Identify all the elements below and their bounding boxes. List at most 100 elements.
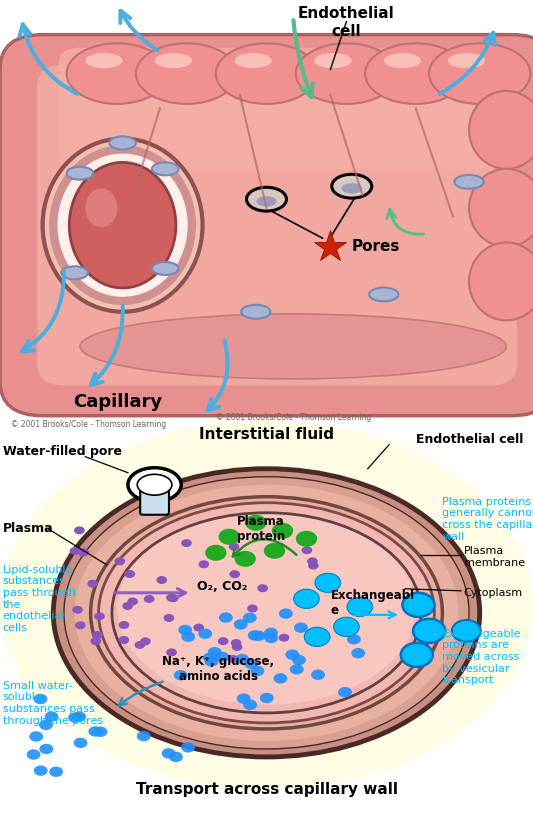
Circle shape xyxy=(78,548,89,556)
Circle shape xyxy=(311,670,325,680)
Ellipse shape xyxy=(469,169,533,247)
Circle shape xyxy=(245,515,266,531)
Circle shape xyxy=(161,748,175,758)
Ellipse shape xyxy=(136,43,237,104)
FancyBboxPatch shape xyxy=(0,34,533,416)
Ellipse shape xyxy=(53,150,192,301)
Circle shape xyxy=(294,589,319,609)
Circle shape xyxy=(27,749,41,760)
Circle shape xyxy=(252,631,265,641)
Text: Pores: Pores xyxy=(352,239,400,254)
Circle shape xyxy=(205,656,219,667)
Circle shape xyxy=(243,699,257,710)
FancyBboxPatch shape xyxy=(140,489,169,515)
Ellipse shape xyxy=(80,314,506,379)
Text: Exchangeabl
e: Exchangeabl e xyxy=(330,589,415,617)
Circle shape xyxy=(198,628,212,639)
Text: Transport across capillary wall: Transport across capillary wall xyxy=(135,782,398,797)
Ellipse shape xyxy=(246,187,287,211)
Circle shape xyxy=(34,766,47,776)
Ellipse shape xyxy=(117,513,416,705)
Circle shape xyxy=(294,623,308,633)
Text: Endothelial
cell: Endothelial cell xyxy=(298,7,395,39)
Circle shape xyxy=(72,712,86,722)
Circle shape xyxy=(304,627,330,646)
Circle shape xyxy=(307,557,318,565)
Circle shape xyxy=(91,637,101,645)
Ellipse shape xyxy=(155,53,192,68)
Circle shape xyxy=(127,597,138,605)
Circle shape xyxy=(34,694,47,704)
Text: Cytoplasm: Cytoplasm xyxy=(464,587,523,598)
Circle shape xyxy=(39,720,53,730)
Ellipse shape xyxy=(0,421,533,789)
Circle shape xyxy=(178,625,192,635)
Circle shape xyxy=(338,687,352,698)
Text: Na⁺, K⁺, glucose,
amino acids: Na⁺, K⁺, glucose, amino acids xyxy=(163,655,274,683)
Ellipse shape xyxy=(369,288,399,301)
Text: © 2001 Brooks/Cole - Thomson Learning: © 2001 Brooks/Cole - Thomson Learning xyxy=(11,420,166,429)
Circle shape xyxy=(264,542,285,559)
Text: Plasma
membrane: Plasma membrane xyxy=(464,546,525,568)
Circle shape xyxy=(315,574,341,592)
Ellipse shape xyxy=(235,53,272,68)
Circle shape xyxy=(215,652,229,662)
Circle shape xyxy=(68,712,82,723)
Circle shape xyxy=(243,613,257,623)
FancyBboxPatch shape xyxy=(37,65,517,386)
Circle shape xyxy=(237,694,251,703)
Circle shape xyxy=(308,561,319,569)
Circle shape xyxy=(292,654,306,665)
Circle shape xyxy=(235,551,256,567)
Circle shape xyxy=(347,597,373,617)
Circle shape xyxy=(279,634,289,641)
Circle shape xyxy=(166,649,177,656)
Ellipse shape xyxy=(455,175,484,189)
Circle shape xyxy=(231,639,241,647)
Circle shape xyxy=(94,612,105,620)
Circle shape xyxy=(74,738,87,748)
Circle shape xyxy=(137,731,151,741)
Text: Lipid-soluble
substances
pass through
the
endothelial
cells: Lipid-soluble substances pass through th… xyxy=(3,565,76,633)
Ellipse shape xyxy=(241,305,270,319)
Circle shape xyxy=(174,670,188,681)
Text: Water-filled pore: Water-filled pore xyxy=(3,444,122,458)
Circle shape xyxy=(181,539,192,547)
Circle shape xyxy=(74,526,85,534)
Text: Small water-
soluble
substances pass
through the pores: Small water- soluble substances pass thr… xyxy=(3,681,103,725)
Circle shape xyxy=(296,531,317,547)
Circle shape xyxy=(302,547,312,554)
Ellipse shape xyxy=(85,53,123,68)
Circle shape xyxy=(72,605,83,614)
Ellipse shape xyxy=(64,477,469,749)
Text: Interstitial fluid: Interstitial fluid xyxy=(199,426,334,442)
Circle shape xyxy=(125,570,135,578)
Ellipse shape xyxy=(448,53,485,68)
Text: Exchangeable
proteins are
moved across
by vesicular
transport: Exchangeable proteins are moved across b… xyxy=(442,629,521,685)
Ellipse shape xyxy=(256,196,277,207)
FancyBboxPatch shape xyxy=(59,47,501,169)
Circle shape xyxy=(115,557,125,565)
Circle shape xyxy=(39,743,53,754)
Circle shape xyxy=(205,545,227,560)
Text: Plasma proteins
generally cannot
cross the capillary
wall: Plasma proteins generally cannot cross t… xyxy=(442,497,533,542)
Circle shape xyxy=(272,523,293,538)
Circle shape xyxy=(88,726,102,737)
Circle shape xyxy=(49,766,63,777)
Text: Endothelial cell: Endothelial cell xyxy=(416,433,523,446)
Ellipse shape xyxy=(332,174,372,198)
Ellipse shape xyxy=(152,163,179,176)
Circle shape xyxy=(229,570,240,578)
Circle shape xyxy=(251,666,264,676)
Circle shape xyxy=(347,634,361,645)
Ellipse shape xyxy=(67,43,168,104)
Ellipse shape xyxy=(109,136,136,150)
Ellipse shape xyxy=(216,43,317,104)
Circle shape xyxy=(193,623,204,632)
Circle shape xyxy=(218,637,229,645)
Ellipse shape xyxy=(314,53,352,68)
Circle shape xyxy=(290,664,304,675)
Circle shape xyxy=(248,630,262,641)
Circle shape xyxy=(181,632,195,642)
Circle shape xyxy=(413,618,445,643)
